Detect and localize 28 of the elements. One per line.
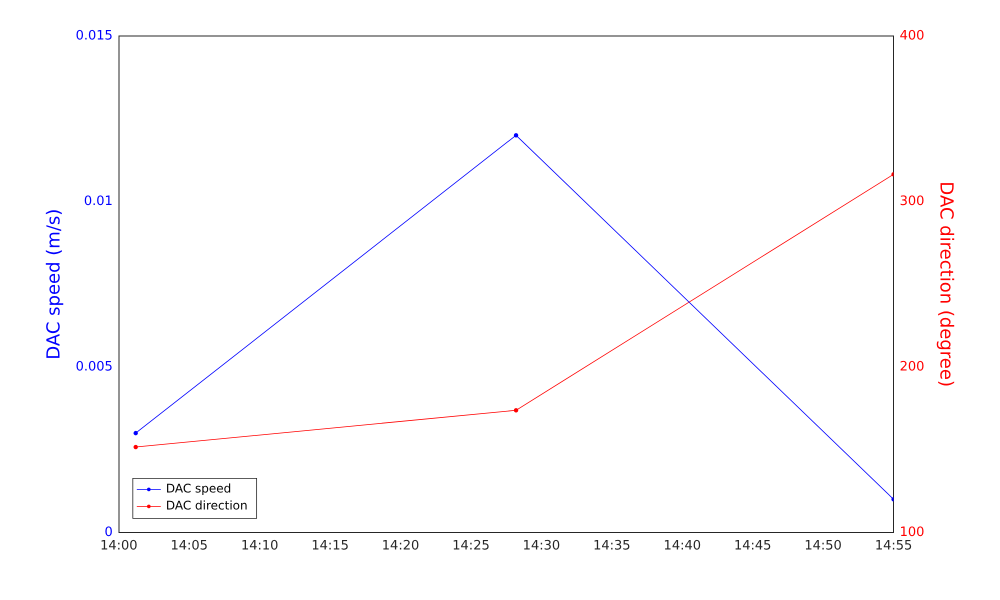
point (134, 444, 138, 450)
point (134, 430, 138, 436)
x-tick-label: 14:15 (311, 538, 349, 554)
x-tick-label: 14:45 (734, 538, 772, 554)
y-tick-label: 0.01 (84, 194, 113, 209)
x-tick-label: 14:50 (804, 538, 842, 554)
point (514, 133, 518, 138)
y-tick-label: 0.015 (76, 28, 113, 44)
x-tick-label: 14:00 (100, 538, 138, 554)
y2-tick-label: 100 (900, 524, 924, 540)
y2-tick-label: 200 (900, 359, 924, 374)
y2-tick-label: 400 (900, 28, 924, 44)
y-tick-label: 0 (104, 524, 113, 540)
x-tick-label: 14:40 (664, 538, 702, 554)
y2-tick-label: 300 (900, 194, 924, 209)
legend-label: DAC direction (166, 498, 248, 513)
x-tick-label: 14:25 (452, 538, 490, 554)
point (514, 408, 518, 412)
x-tick-label: 14:35 (593, 538, 631, 554)
x-tick-label: 14:10 (240, 538, 278, 554)
x-tick-label: 14:20 (382, 538, 420, 554)
legend-label: DAC speed (166, 482, 232, 496)
x-tick-label: 14:30 (522, 538, 560, 554)
x-tick-label: 14:55 (874, 538, 912, 554)
x-tick-label: 14:05 (170, 538, 208, 554)
y-tick-label: 0.005 (76, 359, 113, 374)
y2-axis-title: DAC direction (degree) (936, 181, 957, 387)
y-axis-title: DAC speed (m/s) (43, 208, 64, 360)
